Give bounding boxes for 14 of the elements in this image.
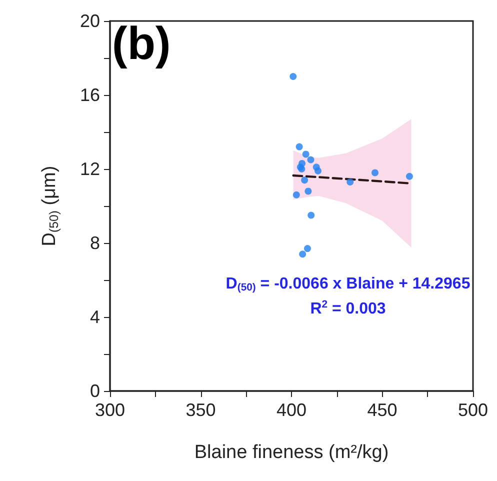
x-tick-label: 400 bbox=[276, 400, 307, 420]
x-tick-label: 350 bbox=[186, 400, 216, 420]
y-tick-label: 0 bbox=[90, 381, 100, 401]
y-tick-label: 8 bbox=[90, 233, 100, 253]
x-tick-label: 500 bbox=[458, 400, 488, 420]
y-tick-label: 12 bbox=[80, 159, 100, 179]
x-tick-label: 300 bbox=[94, 400, 126, 420]
y-tick-label: 16 bbox=[80, 85, 100, 105]
y-tick-label: 4 bbox=[90, 307, 100, 327]
annotation: (b) bbox=[112, 17, 171, 69]
x-tick-label: 450 bbox=[367, 400, 398, 420]
y-tick-label: 20 bbox=[80, 11, 100, 31]
y-axis-title: D(50) (μm) bbox=[38, 166, 61, 246]
x-axis-title: Blaine fineness (m²/kg) bbox=[194, 442, 389, 463]
